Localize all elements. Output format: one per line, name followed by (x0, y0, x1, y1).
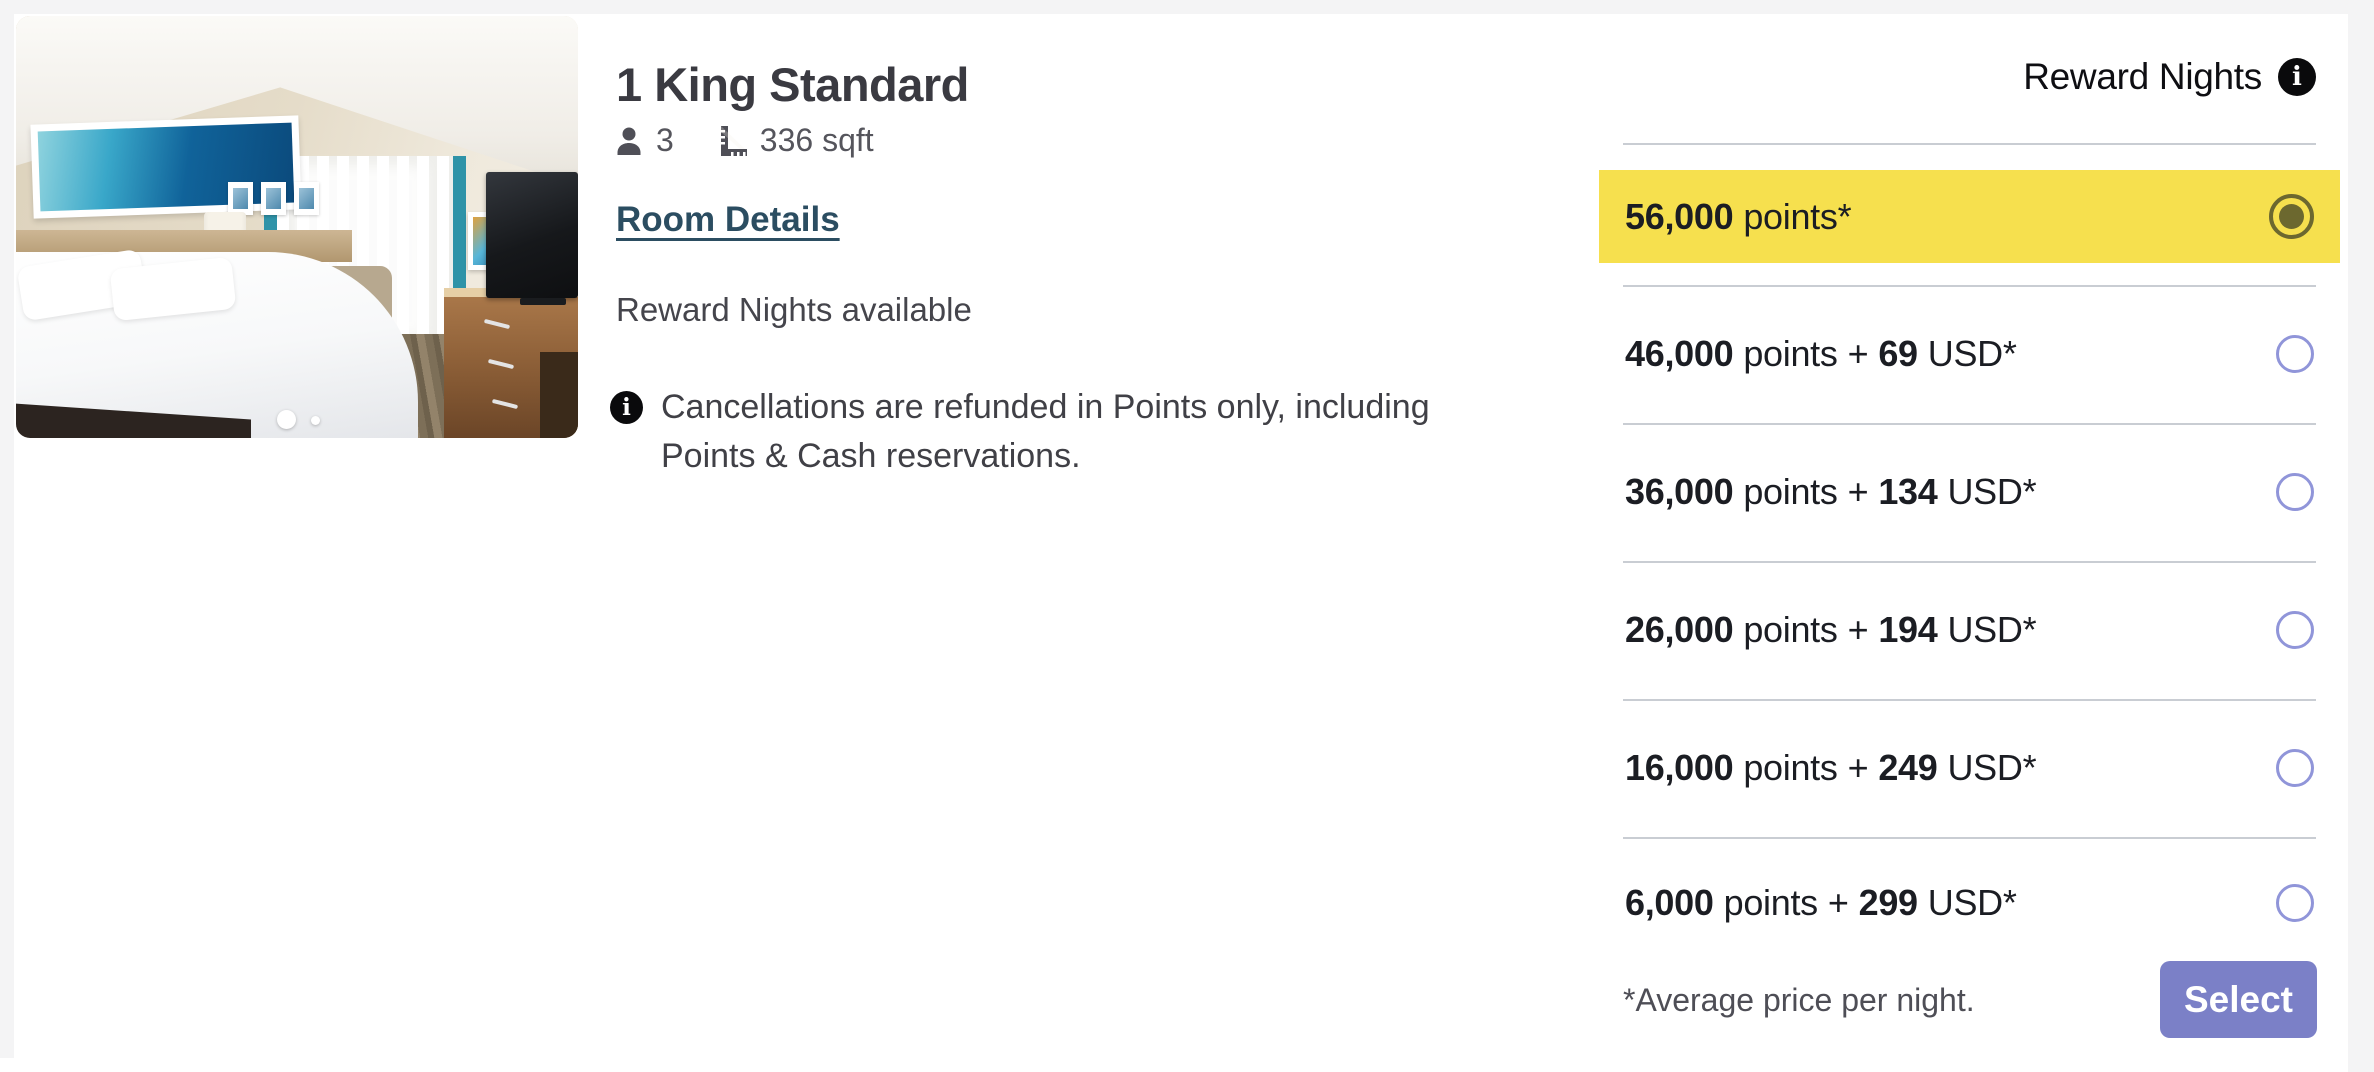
photo-dresser-shelf (540, 352, 578, 438)
reward-option-row[interactable]: 6,000 points + 299 USD* (1599, 839, 2340, 967)
person-icon (614, 125, 644, 157)
photo-tv (486, 172, 578, 298)
points-value: 16,000 (1625, 747, 1734, 788)
reward-option-row-selected[interactable]: 56,000 points* (1599, 170, 2340, 263)
photo-tv-stand (520, 298, 566, 305)
divider (1623, 699, 2316, 701)
cancellation-note: i Cancellations are refunded in Points o… (610, 383, 1490, 481)
carousel-dot-active[interactable] (277, 410, 296, 429)
divider (1623, 837, 2316, 839)
reward-option-radio[interactable] (2276, 749, 2314, 787)
reward-option-row[interactable]: 26,000 points + 194 USD* (1599, 563, 2340, 697)
page-background-right (2348, 0, 2374, 1072)
reward-nights-header: Reward Nights i (1623, 56, 2316, 98)
divider (1623, 561, 2316, 563)
room-details-link[interactable]: Room Details (616, 200, 840, 239)
ruler-icon (714, 124, 748, 158)
currency: USD* (1947, 609, 2037, 650)
points-unit: points (1723, 882, 1819, 923)
reward-option-radio[interactable] (2276, 611, 2314, 649)
points-unit: points (1743, 609, 1838, 650)
points-unit: points (1743, 747, 1838, 788)
info-icon: i (610, 391, 643, 424)
cash-value: 194 (1878, 609, 1938, 650)
currency: USD* (1947, 747, 2037, 788)
cash-value: 134 (1878, 471, 1938, 512)
divider (1623, 285, 2316, 287)
divider (1623, 423, 2316, 425)
room-photo-carousel[interactable] (16, 16, 578, 438)
room-title: 1 King Standard (616, 58, 969, 111)
points-value: 56,000 (1625, 195, 1734, 237)
cash-value: 69 (1878, 333, 1918, 374)
divider (1623, 143, 2316, 145)
carousel-dot-inactive[interactable] (311, 416, 320, 425)
points-value: 46,000 (1625, 333, 1734, 374)
info-icon[interactable]: i (2278, 58, 2316, 96)
reward-option-row[interactable]: 16,000 points + 249 USD* (1599, 701, 2340, 835)
reward-option-radio[interactable] (2276, 473, 2314, 511)
reward-option-row[interactable]: 36,000 points + 134 USD* (1599, 425, 2340, 559)
points-value: 36,000 (1625, 471, 1734, 512)
reward-option-row[interactable]: 46,000 points + 69 USD* (1599, 287, 2340, 421)
points-unit: points* (1743, 195, 1852, 237)
page-background-top (0, 0, 2374, 14)
photo-small-frames (228, 182, 319, 215)
availability-text: Reward Nights available (616, 291, 972, 328)
currency: USD* (1927, 333, 2017, 374)
price-footnote: *Average price per night. (1623, 982, 1975, 1018)
points-value: 6,000 (1625, 882, 1714, 923)
reward-option-radio[interactable] (2269, 194, 2314, 239)
reward-nights-title: Reward Nights (2023, 56, 2262, 97)
occupancy-count: 3 (656, 122, 674, 158)
room-size: 336 sqft (759, 122, 874, 158)
cancellation-text: Cancellations are refunded in Points onl… (661, 388, 1430, 475)
room-meta: 3 336 sqft (614, 122, 874, 159)
reward-option-radio[interactable] (2276, 884, 2314, 922)
points-unit: points (1743, 471, 1838, 512)
points-value: 26,000 (1625, 609, 1734, 650)
radio-dot (2279, 204, 2304, 229)
cash-value: 249 (1878, 747, 1938, 788)
cash-value: 299 (1858, 882, 1918, 923)
currency: USD* (1927, 882, 2017, 923)
points-unit: points (1743, 333, 1838, 374)
currency: USD* (1947, 471, 2037, 512)
select-button[interactable]: Select (2160, 961, 2317, 1038)
reward-option-radio[interactable] (2276, 335, 2314, 373)
page-background-left (0, 0, 14, 1058)
